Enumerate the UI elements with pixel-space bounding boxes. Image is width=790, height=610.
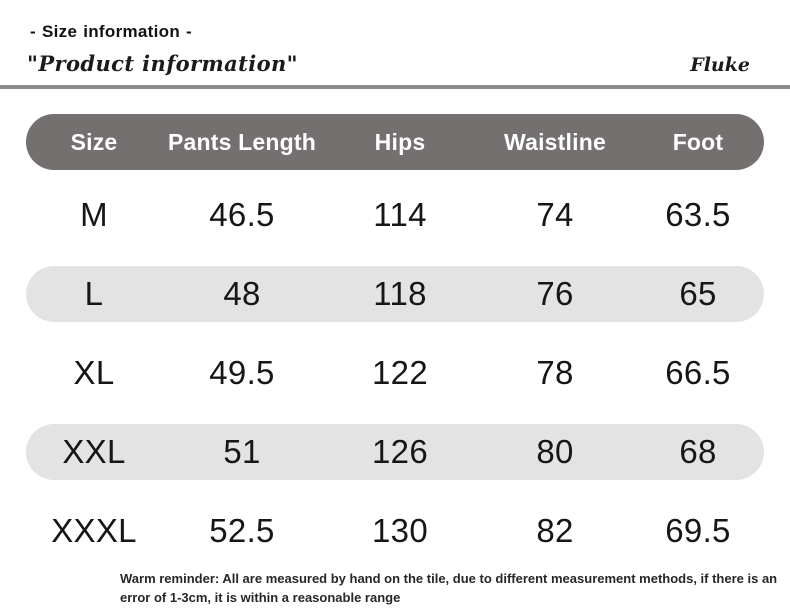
header-cell-waistline: Waistline — [504, 128, 606, 155]
hips-cell: 122 — [372, 354, 428, 391]
waistline-cell: 76 — [536, 275, 574, 312]
foot-cell: 68 — [679, 433, 717, 470]
waistline-cell: 78 — [536, 354, 574, 391]
pants-length-cell: 49.5 — [209, 354, 275, 391]
foot-cell: 63.5 — [665, 196, 731, 233]
pants-length-cell: 52.5 — [209, 512, 275, 549]
table-row-l: L 48 118 76 65 — [26, 266, 764, 322]
header-cell-foot: Foot — [672, 128, 724, 155]
hips-cell: 114 — [373, 196, 427, 233]
divider — [0, 85, 790, 89]
pants-length-cell: 51 — [223, 433, 261, 470]
product-information-title: "Product information" — [27, 51, 299, 76]
table-row-m: M 46.5 114 74 63.5 — [26, 187, 764, 243]
size-cell: L — [84, 275, 104, 312]
size-table: Size Pants Length Hips Waistline Foot M … — [26, 114, 764, 582]
hips-cell: 118 — [373, 275, 427, 312]
size-cell: XXL — [62, 433, 126, 470]
foot-cell: 69.5 — [665, 512, 731, 549]
waistline-cell: 82 — [536, 512, 574, 549]
brand-name: Fluke — [690, 54, 750, 76]
hips-cell: 126 — [372, 433, 428, 470]
header-cell-size: Size — [70, 128, 118, 155]
foot-cell: 66.5 — [665, 354, 731, 391]
waistline-cell: 74 — [536, 196, 574, 233]
table-row-xxl: XXL 51 126 80 68 — [26, 424, 764, 480]
header-cell-pants-length: Pants Length — [167, 128, 317, 155]
warm-reminder-note: Warm reminder: All are measured by hand … — [120, 571, 778, 605]
table-header-row: Size Pants Length Hips Waistline Foot — [26, 114, 764, 170]
pants-length-cell: 46.5 — [209, 196, 275, 233]
pants-length-cell: 48 — [223, 275, 261, 312]
size-cell: M — [80, 196, 108, 233]
table-row-xxxl: XXXL 52.5 130 82 69.5 — [26, 503, 764, 559]
waistline-cell: 80 — [536, 433, 574, 470]
hips-cell: 130 — [372, 512, 428, 549]
size-cell: XL — [73, 354, 115, 391]
size-cell: XXXL — [51, 512, 137, 549]
table-row-xl: XL 49.5 122 78 66.5 — [26, 345, 764, 401]
foot-cell: 65 — [679, 275, 717, 312]
size-information-tag: - Size information - — [30, 22, 192, 41]
header-cell-hips: Hips — [374, 128, 426, 155]
